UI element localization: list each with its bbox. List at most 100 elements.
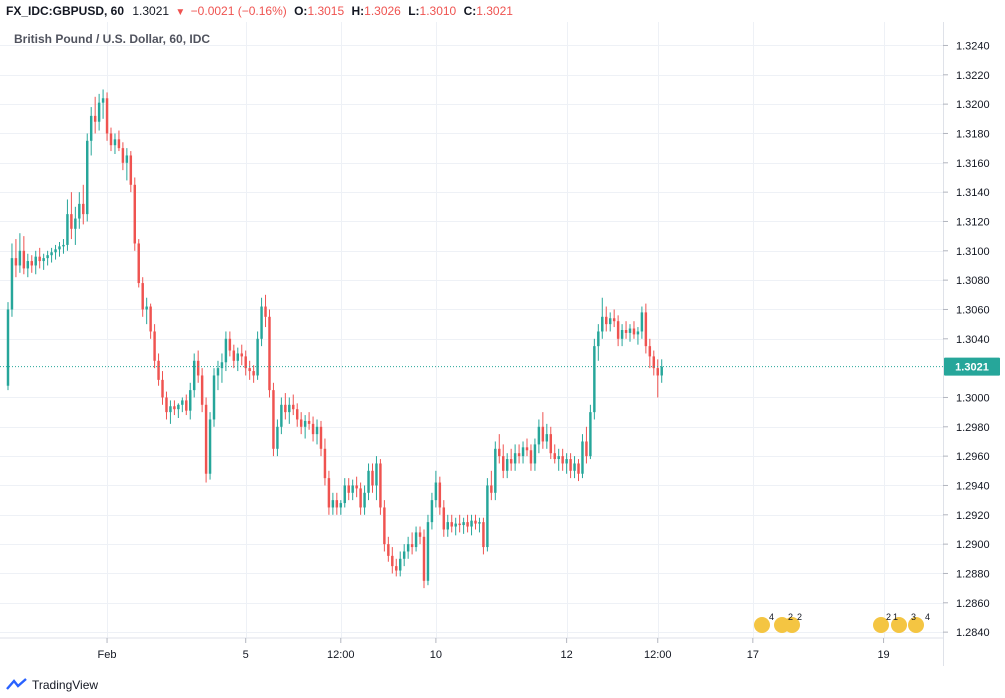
candle-body — [525, 447, 529, 451]
price-chart[interactable]: British Pound / U.S. Dollar, 60, IDC 1.3… — [0, 22, 1005, 666]
candle-body — [482, 522, 485, 548]
change-value: −0.0021 (−0.16%) — [190, 4, 287, 18]
low-value: 1.3010 — [419, 4, 457, 18]
candle-body — [402, 551, 406, 559]
candle-body — [288, 404, 291, 413]
candle-body — [66, 214, 69, 245]
candle-body — [196, 360, 200, 376]
flag-us-icon[interactable] — [754, 617, 770, 633]
candle-body — [375, 463, 378, 486]
candle-body — [228, 338, 232, 351]
candle-body — [335, 500, 339, 508]
down-arrow-icon: ▼ — [175, 7, 186, 18]
candle-body — [173, 406, 176, 410]
candle-body — [307, 420, 311, 424]
candle-body — [652, 356, 656, 369]
candle-body — [359, 488, 362, 508]
candle-body — [426, 522, 430, 581]
flag-uk-icon[interactable] — [873, 617, 889, 633]
price-tick-label: 1.2860 — [956, 598, 990, 610]
low-label: L: — [408, 4, 420, 18]
candle-body — [454, 523, 457, 527]
candle-body — [343, 485, 346, 504]
candle-body — [319, 426, 323, 449]
candle-body — [252, 371, 255, 376]
price-tick-label: 1.3180 — [956, 128, 990, 140]
price-axis[interactable]: 1.3240 1.3220 1.3200 1.3180 1.3160 1.3140 1.31… — [943, 40, 990, 639]
candle-body — [573, 463, 576, 471]
event-count: 2 — [797, 612, 802, 622]
candle-body — [438, 482, 442, 508]
chart-area[interactable]: British Pound / U.S. Dollar, 60, IDC 1.3… — [0, 22, 1005, 666]
candle-body — [398, 558, 402, 571]
price-tick-label: 1.2940 — [956, 480, 990, 492]
candle-body — [268, 316, 271, 391]
price-tick-label: 1.3220 — [956, 70, 990, 82]
candle-body — [383, 507, 386, 545]
price-tick-label: 1.3240 — [956, 40, 990, 52]
events-group-2[interactable]: 2 1 3 4 — [873, 612, 930, 633]
grid-lines — [0, 22, 943, 638]
candle-body — [280, 404, 283, 427]
event-count: 4 — [769, 612, 774, 622]
candle-body — [632, 328, 636, 335]
time-tick-label: 17 — [747, 649, 759, 661]
candle-body — [145, 306, 148, 310]
footer[interactable]: TradingView — [6, 676, 98, 694]
candle-body — [256, 338, 259, 376]
symbol-header: FX_IDC:GBPUSD, 60 1.3021 ▼ −0.0021 (−0.1… — [0, 0, 1005, 22]
candle-body — [553, 453, 556, 460]
candle-body — [58, 246, 61, 250]
candle-body — [494, 448, 497, 493]
current-price-tag — [944, 357, 1000, 376]
candle-body — [295, 409, 299, 420]
candle-body — [505, 459, 509, 471]
flag-us-icon[interactable] — [908, 617, 924, 633]
candle-body — [165, 397, 168, 413]
candle-body — [93, 115, 97, 122]
candle-body — [129, 155, 133, 185]
candle-body — [517, 453, 521, 457]
flag-us-icon[interactable] — [784, 617, 800, 633]
candle-body — [363, 492, 366, 508]
candle-body — [470, 520, 473, 527]
price-tick-label: 1.3140 — [956, 187, 990, 199]
candle-body — [232, 350, 236, 361]
price-tick-label: 1.2900 — [956, 539, 990, 551]
brand-name[interactable]: TradingView — [32, 678, 99, 692]
open-value: 1.3015 — [307, 4, 345, 18]
candle-body — [549, 434, 553, 454]
candle-body — [628, 328, 632, 333]
candle-body — [351, 485, 354, 493]
time-axis[interactable]: Feb 5 12:00 10 12 12:00 17 19 — [98, 638, 890, 661]
symbol-interval[interactable]: FX_IDC:GBPUSD, 60 — [6, 4, 125, 18]
candle-body — [474, 520, 477, 524]
candle-body — [62, 244, 65, 247]
candle-body — [545, 434, 549, 442]
candle-body — [466, 522, 469, 527]
price-tick-label: 1.3200 — [956, 99, 990, 111]
candle-body — [89, 115, 93, 141]
price-tick-label: 1.2980 — [956, 422, 990, 434]
candle-body — [339, 503, 343, 508]
candle-body — [601, 316, 604, 332]
candle-body — [387, 544, 390, 556]
flag-us-icon[interactable] — [891, 617, 907, 633]
candle-body — [331, 500, 335, 508]
candle-body — [569, 459, 572, 471]
candle-body — [565, 459, 568, 464]
candle-body — [311, 423, 315, 435]
event-count: 4 — [925, 612, 930, 622]
candle-body — [30, 261, 33, 266]
candle-body — [406, 544, 410, 552]
candle-body — [260, 306, 263, 339]
candle-body — [509, 459, 513, 464]
tradingview-logo-icon — [6, 677, 28, 695]
candle-body — [644, 312, 648, 347]
candle-body — [422, 536, 426, 581]
events-group-1[interactable]: 4 2 2 — [754, 612, 802, 633]
candle-body — [42, 258, 45, 262]
candle-body — [6, 309, 10, 386]
candle-body — [395, 566, 398, 571]
candle-body — [244, 356, 247, 369]
